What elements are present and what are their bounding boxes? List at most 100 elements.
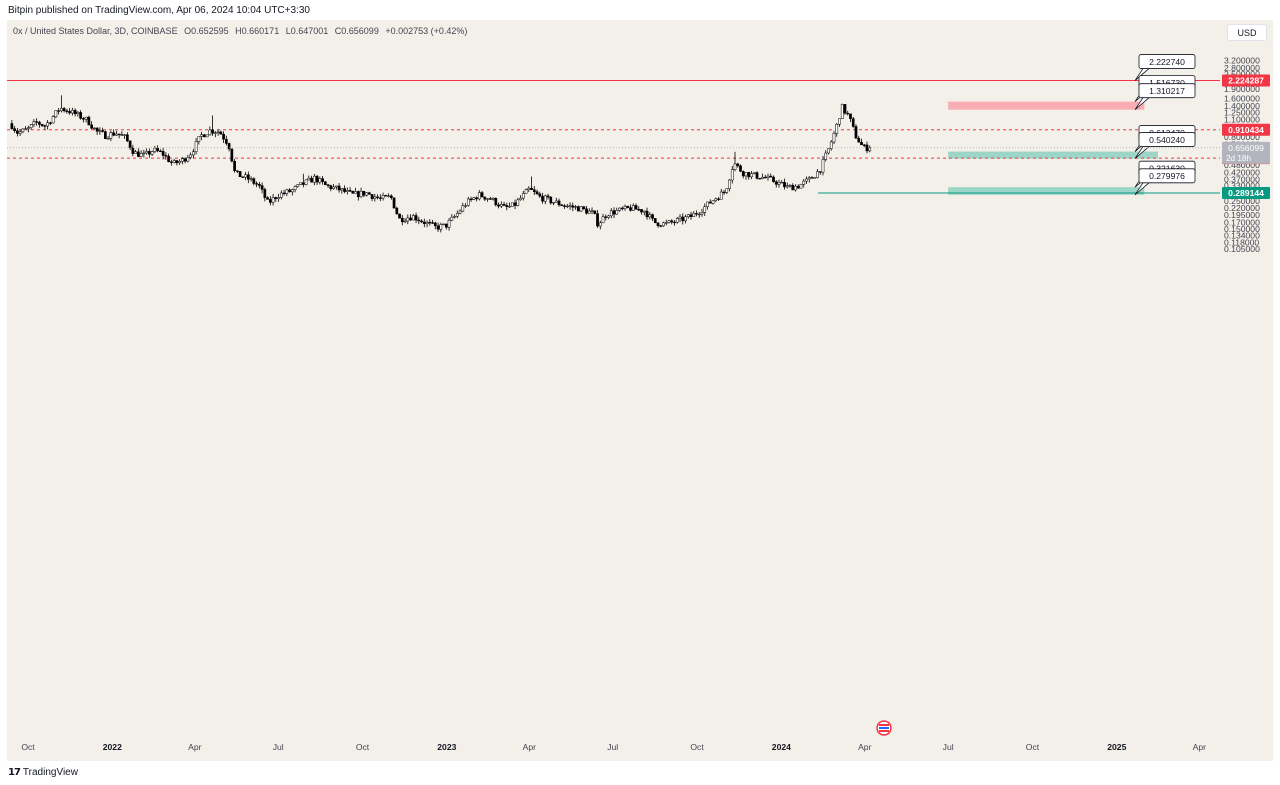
x-tick-label: Jul [607,742,618,752]
candle [420,219,423,224]
candle [433,221,437,230]
candle [851,116,855,128]
y-tick-label: 0.134000 [1224,230,1260,240]
candle [706,201,709,210]
candle [431,219,434,225]
candle [156,145,159,153]
candle [260,182,264,194]
candle [389,194,393,200]
candle [543,194,547,205]
candle [315,174,319,185]
candle [667,220,671,224]
candle [318,176,322,185]
candle [62,107,66,113]
candle [728,178,731,192]
price-callout[interactable]: 0.540240 [1134,132,1196,159]
candle [376,194,379,200]
candle [758,178,762,180]
y-tick-label: 2.800000 [1224,63,1260,73]
candle [378,194,382,202]
tradingview-logo[interactable]: 17 TradingView [8,767,78,778]
chart-frame[interactable]: 2.2227401.5167301.3102170.6134700.540240… [7,20,1273,761]
candle [117,133,121,139]
event-flag-icon[interactable] [876,720,892,736]
candle [126,132,129,143]
x-tick-label: Oct [21,742,35,752]
candle [10,120,14,130]
candle [282,189,286,196]
candle [109,130,113,142]
candle [722,189,726,195]
candle [483,196,487,202]
candle [351,190,355,194]
candle [469,196,473,202]
candle [527,186,531,193]
candle [365,192,368,197]
callout-label: 2.222740 [1149,57,1185,67]
candle [659,224,663,228]
candle [455,210,459,219]
candle [310,175,313,183]
candle [670,219,674,225]
candle [159,149,162,153]
level-price-tag: 2.224287 [1222,74,1270,87]
currency-button[interactable]: USD [1227,24,1267,41]
candle [35,118,38,126]
zone-supply[interactable] [948,101,1145,110]
y-tick-label: 1.600000 [1224,94,1260,104]
candle [475,196,478,202]
zone-demand-2[interactable] [948,187,1145,195]
candle [337,182,341,193]
candle [785,182,789,189]
zone-demand-1[interactable] [948,151,1159,159]
candle [568,202,572,210]
legend-close: C0.656099 [334,26,379,36]
candle [84,116,88,123]
candle [725,188,729,194]
candle [104,130,107,139]
candle [816,168,819,179]
candle [164,152,168,160]
candle [703,203,707,217]
candle [359,187,363,198]
candle [780,180,784,184]
y-tick-label: 0.105000 [1224,244,1260,254]
candle [750,171,753,180]
candle [161,147,165,160]
x-tick-label: Apr [188,742,202,752]
candle [582,205,586,210]
candle [868,145,872,153]
candle [593,210,597,215]
price-callout[interactable]: 2.222740 [1134,54,1196,81]
candle [549,196,553,205]
callout-label: 0.540240 [1149,135,1185,145]
candle [216,129,220,136]
candle [535,189,539,195]
candle [648,212,652,220]
candle [178,159,181,165]
candle [68,107,71,115]
candle [601,213,605,224]
candle [585,205,588,215]
candle [453,214,456,219]
price-chart[interactable]: 2.2227401.5167301.3102170.6134700.540240… [7,20,1273,761]
y-tick-label: 0.195000 [1224,210,1260,220]
candle [766,173,770,181]
candle [491,197,495,201]
price-callout[interactable]: 1.310217 [1134,83,1196,111]
candle [807,176,811,183]
candle [27,125,30,133]
price-callout[interactable]: 0.279976 [1134,168,1196,196]
candle [304,179,308,186]
candle [46,119,49,130]
candle [838,118,841,127]
legend-low: L0.647001 [285,26,329,36]
x-tick-label: Apr [523,742,537,752]
candle [409,214,412,221]
candle [516,197,520,207]
candle [739,164,742,173]
candle [128,140,132,151]
candle [626,205,630,209]
candle [343,185,346,194]
candle [51,115,55,124]
